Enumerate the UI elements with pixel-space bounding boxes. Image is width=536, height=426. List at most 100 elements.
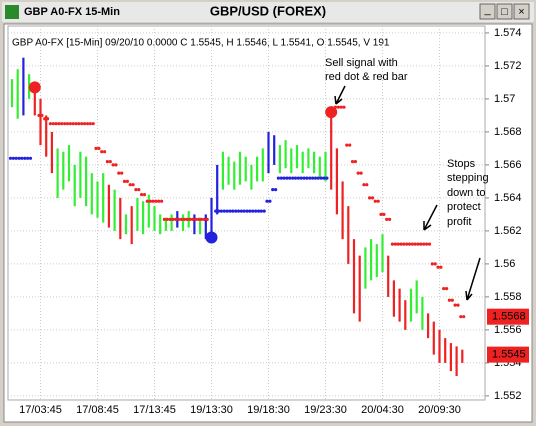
stop-dot [48, 122, 53, 126]
stop-dot [453, 303, 457, 307]
stop-dot [14, 156, 18, 160]
price-tag-label: 1.5568 [492, 311, 526, 323]
stop-dot [85, 122, 90, 126]
stop-dot [108, 160, 112, 164]
stop-dot [157, 199, 161, 203]
stop-dot [97, 146, 101, 151]
stop-dot [348, 143, 352, 147]
y-tick-label: 1.568 [494, 126, 522, 138]
stop-dot [188, 217, 192, 221]
stop-dot [402, 242, 406, 246]
stop-dot [228, 209, 232, 213]
stop-dot [459, 315, 463, 319]
stop-dot [51, 122, 55, 126]
chart-panel [3, 23, 533, 423]
stop-dot [145, 199, 149, 203]
stop-dot [17, 156, 21, 160]
annotation: protect [447, 201, 481, 213]
stop-dot [345, 143, 349, 147]
stop-dot [160, 199, 164, 203]
stop-dot [390, 242, 394, 246]
x-tick-label: 20/04:30 [361, 404, 404, 416]
stop-dot [8, 156, 13, 160]
app-icon [5, 5, 19, 19]
stop-dot [54, 122, 58, 126]
stop-dot [202, 217, 206, 221]
stop-dot [182, 217, 186, 221]
stop-dot [88, 122, 92, 126]
stop-dot [373, 199, 377, 203]
window-buttons: _ □ × [479, 3, 530, 20]
stop-dot [430, 262, 434, 266]
stop-dot [65, 122, 70, 126]
stop-dot [68, 122, 72, 126]
price-tag [487, 346, 529, 363]
stop-dot [399, 242, 403, 246]
stop-dot [114, 163, 118, 167]
minimize-button[interactable] [479, 3, 496, 20]
stop-dot [222, 209, 226, 213]
x-tick-label: 19/23:30 [304, 404, 347, 416]
stop-dot [94, 146, 98, 151]
price-tag-label: 1.5545 [492, 349, 526, 361]
stop-dot [37, 113, 41, 118]
annotation: Stops [447, 158, 476, 170]
stop-dot [322, 176, 326, 180]
stop-dot [265, 199, 269, 203]
y-tick-label: 1.558 [494, 291, 522, 303]
x-tick-label: 17/08:45 [76, 404, 119, 416]
stop-dot [231, 209, 235, 213]
y-tick-label: 1.574 [494, 27, 522, 39]
stop-dot [439, 265, 443, 269]
stop-dot [60, 122, 64, 126]
stop-dot [353, 160, 357, 164]
stop-dot [125, 179, 129, 184]
stop-dot [419, 242, 423, 246]
stop-dot [407, 242, 412, 246]
stop-dot [199, 217, 204, 221]
maximize-button[interactable] [496, 3, 513, 20]
stop-dot [311, 176, 315, 180]
stop-dot [185, 217, 189, 221]
stop-dot [11, 156, 15, 160]
y-tick-label: 1.564 [494, 192, 522, 204]
price-tag [487, 308, 529, 325]
stop-dot [83, 122, 87, 126]
stop-dot [165, 217, 169, 221]
stop-dot [28, 156, 33, 160]
stop-dot [74, 122, 78, 126]
stop-dot [177, 217, 181, 221]
stop-dot [425, 242, 429, 246]
stop-dot [80, 122, 84, 126]
stop-dot [77, 122, 81, 126]
button-label: _ [483, 4, 491, 16]
stop-dot [339, 105, 343, 109]
stop-dot [117, 171, 121, 175]
stop-dot [259, 209, 263, 213]
stop-dot [370, 196, 375, 200]
y-tick-label: 1.566 [494, 159, 522, 171]
stop-dot [462, 315, 466, 319]
stop-dot [197, 217, 201, 221]
stop-dot [20, 156, 24, 160]
x-tick-label: 17/03:45 [19, 404, 62, 416]
arrow [334, 85, 346, 105]
x-tick-label: 17/13:45 [133, 404, 176, 416]
y-tick-label: 1.562 [494, 225, 522, 237]
stop-dot [142, 193, 147, 197]
stop-dot [268, 199, 272, 203]
stop-dot [23, 156, 27, 160]
y-tick-label: 1.57 [494, 93, 515, 105]
stop-dot [239, 209, 243, 213]
close-button[interactable] [513, 3, 530, 20]
stop-dot [151, 199, 155, 203]
stop-dot [436, 265, 440, 269]
signal-dot [28, 81, 41, 94]
stop-dot [350, 160, 355, 164]
x-tick-label: 19/13:30 [190, 404, 233, 416]
stop-dot [154, 199, 158, 203]
stop-dot [302, 176, 306, 180]
y-tick-label: 1.552 [494, 390, 522, 402]
stop-dot [442, 287, 446, 291]
